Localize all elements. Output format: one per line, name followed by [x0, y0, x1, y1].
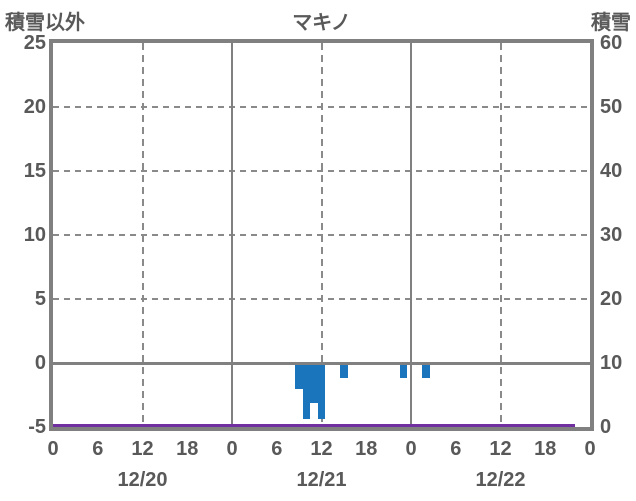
right-axis-tick-label: 20: [600, 288, 623, 310]
x-axis-hour-label: 0: [47, 438, 59, 460]
gridline-vertical-dashed: [320, 43, 323, 427]
x-axis-hour-label: 18: [355, 438, 378, 460]
left-axis-title: 積雪以外: [5, 12, 85, 34]
left-axis-tick-label: -5: [28, 416, 46, 438]
snow-depth-line: [53, 424, 576, 427]
left-axis-tick-label: 5: [34, 288, 46, 310]
left-axis-tick-label: 15: [23, 160, 46, 182]
right-axis-tick-label: 0: [600, 416, 612, 438]
x-axis-hour-label: 0: [405, 438, 417, 460]
x-axis-hour-label: 6: [271, 438, 283, 460]
left-axis-tick-label: 25: [23, 32, 46, 54]
x-axis-hour-label: 12: [310, 438, 333, 460]
hourly-value-bar: [302, 363, 311, 420]
plot-area: [49, 39, 594, 431]
x-axis-hour-label: 0: [226, 438, 238, 460]
left-axis-tick-label: 10: [23, 224, 46, 246]
right-axis-title: 積雪: [591, 12, 631, 34]
gridline-vertical-solid: [410, 43, 412, 427]
gridline-vertical-dashed: [499, 43, 502, 427]
gridline-vertical-solid: [231, 43, 233, 427]
right-axis-tick-label: 30: [600, 224, 623, 246]
hourly-value-bar: [340, 363, 348, 379]
left-axis-tick-label: 20: [23, 96, 46, 118]
right-axis-tick-label: 50: [600, 96, 623, 118]
x-axis-hour-label: 12: [489, 438, 512, 460]
x-axis-hour-label: 6: [450, 438, 462, 460]
x-axis-hour-label: 18: [176, 438, 199, 460]
zero-line: [53, 361, 590, 365]
chart-title: マキノ: [292, 12, 351, 34]
hourly-value-bar: [317, 363, 326, 420]
x-axis-date-label: 12/21: [296, 469, 347, 491]
x-axis-hour-label: 6: [92, 438, 104, 460]
hourly-value-bar: [422, 363, 430, 379]
hourly-value-bar: [399, 363, 408, 379]
x-axis-date-label: 12/22: [475, 469, 526, 491]
right-axis-tick-label: 40: [600, 160, 623, 182]
x-axis-hour-label: 18: [534, 438, 557, 460]
left-axis-tick-label: 0: [34, 352, 46, 374]
hourly-value-bar: [295, 363, 303, 389]
right-axis-tick-label: 10: [600, 352, 623, 374]
plot-inner: [53, 43, 590, 427]
x-axis-date-label: 12/20: [117, 469, 168, 491]
x-axis-hour-label: 0: [584, 438, 596, 460]
gridline-vertical-dashed: [141, 43, 144, 427]
right-axis-tick-label: 60: [600, 32, 623, 54]
hourly-value-bar: [310, 363, 318, 403]
x-axis-hour-label: 12: [131, 438, 154, 460]
